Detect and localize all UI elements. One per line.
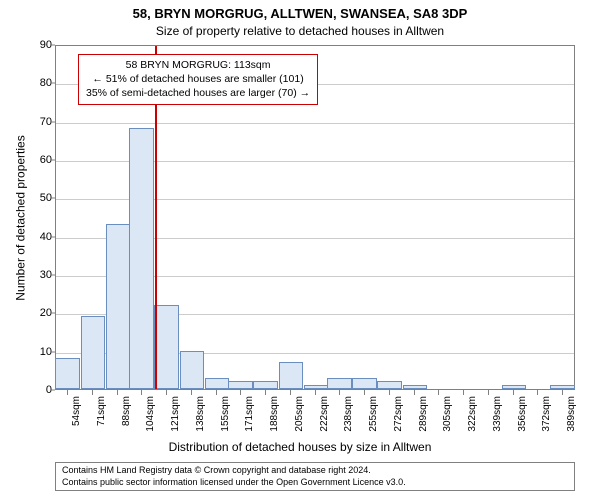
footer-line: Contains public sector information licen…: [62, 477, 568, 489]
annotation-line: ← 51% of detached houses are smaller (10…: [86, 72, 310, 86]
histogram-bar: [180, 351, 205, 389]
annotation-line: 58 BRYN MORGRUG: 113sqm: [86, 58, 310, 72]
x-tick-label: 389sqm: [566, 396, 577, 432]
x-tick-mark: [414, 390, 415, 395]
histogram-bar: [205, 378, 230, 390]
histogram-bar: [403, 385, 428, 389]
x-tick-mark: [290, 390, 291, 395]
histogram-bar: [327, 378, 352, 390]
x-axis-label: Distribution of detached houses by size …: [0, 440, 600, 454]
x-tick-label: 171sqm: [244, 396, 255, 432]
histogram-bar: [352, 378, 377, 390]
x-tick-mark: [537, 390, 538, 395]
x-tick-mark: [488, 390, 489, 395]
x-tick-label: 121sqm: [170, 396, 181, 432]
histogram-bar: [377, 381, 402, 389]
histogram-bar: [129, 128, 154, 389]
annotation-line: 35% of semi-detached houses are larger (…: [86, 86, 310, 100]
x-tick-mark: [191, 390, 192, 395]
x-tick-mark: [389, 390, 390, 395]
footer-attribution: Contains HM Land Registry data © Crown c…: [55, 462, 575, 491]
histogram-bar: [502, 385, 527, 389]
chart-title-sub: Size of property relative to detached ho…: [0, 24, 600, 38]
histogram-bar: [304, 385, 329, 389]
x-tick-mark: [92, 390, 93, 395]
x-tick-mark: [240, 390, 241, 395]
x-tick-mark: [67, 390, 68, 395]
histogram-bar: [154, 305, 179, 389]
x-tick-label: 372sqm: [541, 396, 552, 432]
y-tick-label: 40: [12, 231, 52, 243]
y-tick-label: 20: [12, 307, 52, 319]
x-tick-mark: [166, 390, 167, 395]
y-tick-label: 60: [12, 154, 52, 166]
x-tick-label: 71sqm: [96, 396, 107, 426]
x-tick-label: 339sqm: [492, 396, 503, 432]
x-tick-mark: [463, 390, 464, 395]
x-tick-label: 54sqm: [71, 396, 82, 426]
x-tick-mark: [141, 390, 142, 395]
histogram-bar: [228, 381, 253, 389]
histogram-bar: [253, 381, 278, 389]
footer-line: Contains HM Land Registry data © Crown c…: [62, 465, 568, 477]
x-tick-label: 289sqm: [418, 396, 429, 432]
histogram-bar: [550, 385, 575, 389]
histogram-bar: [81, 316, 106, 389]
x-tick-label: 255sqm: [368, 396, 379, 432]
y-axis-label: Number of detached properties: [14, 45, 28, 390]
x-tick-mark: [265, 390, 266, 395]
x-tick-mark: [364, 390, 365, 395]
annotation-box: 58 BRYN MORGRUG: 113sqm ← 51% of detache…: [78, 54, 318, 105]
x-tick-label: 104sqm: [145, 396, 156, 432]
histogram-bar: [279, 362, 304, 389]
x-tick-mark: [339, 390, 340, 395]
histogram-bar: [106, 224, 131, 389]
y-tick-label: 50: [12, 192, 52, 204]
x-tick-label: 356sqm: [517, 396, 528, 432]
y-tick-label: 80: [12, 77, 52, 89]
y-tick-label: 0: [12, 384, 52, 396]
y-tick-label: 70: [12, 116, 52, 128]
histogram-bar: [55, 358, 80, 389]
x-tick-mark: [117, 390, 118, 395]
x-tick-label: 138sqm: [195, 396, 206, 432]
x-tick-label: 88sqm: [121, 396, 132, 426]
x-tick-mark: [315, 390, 316, 395]
x-tick-mark: [562, 390, 563, 395]
x-tick-mark: [216, 390, 217, 395]
x-tick-label: 155sqm: [220, 396, 231, 432]
y-tick-label: 10: [12, 346, 52, 358]
x-tick-mark: [438, 390, 439, 395]
x-tick-label: 205sqm: [294, 396, 305, 432]
x-tick-mark: [513, 390, 514, 395]
plot-area: 58 BRYN MORGRUG: 113sqm ← 51% of detache…: [55, 45, 575, 390]
x-tick-label: 272sqm: [393, 396, 404, 432]
x-tick-label: 305sqm: [442, 396, 453, 432]
chart-container: 58, BRYN MORGRUG, ALLTWEN, SWANSEA, SA8 …: [0, 0, 600, 500]
x-tick-label: 222sqm: [319, 396, 330, 432]
x-tick-label: 188sqm: [269, 396, 280, 432]
x-tick-label: 322sqm: [467, 396, 478, 432]
chart-title-main: 58, BRYN MORGRUG, ALLTWEN, SWANSEA, SA8 …: [0, 6, 600, 21]
y-tick-label: 90: [12, 39, 52, 51]
x-tick-label: 238sqm: [343, 396, 354, 432]
y-tick-label: 30: [12, 269, 52, 281]
grid-line: [56, 123, 574, 124]
